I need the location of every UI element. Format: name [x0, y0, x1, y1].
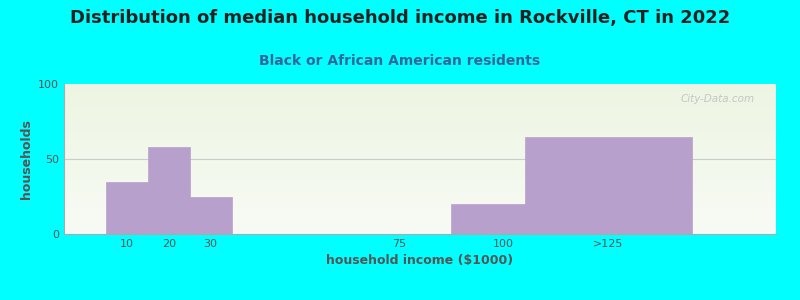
Bar [148, 147, 190, 234]
Text: City-Data.com: City-Data.com [681, 94, 754, 104]
Text: Distribution of median household income in Rockville, CT in 2022: Distribution of median household income … [70, 9, 730, 27]
Bar [451, 204, 556, 234]
Y-axis label: households: households [19, 119, 33, 199]
Bar [525, 136, 692, 234]
Bar [106, 182, 148, 234]
Text: Black or African American residents: Black or African American residents [259, 54, 541, 68]
Bar [190, 196, 231, 234]
X-axis label: household income ($1000): household income ($1000) [326, 254, 514, 267]
